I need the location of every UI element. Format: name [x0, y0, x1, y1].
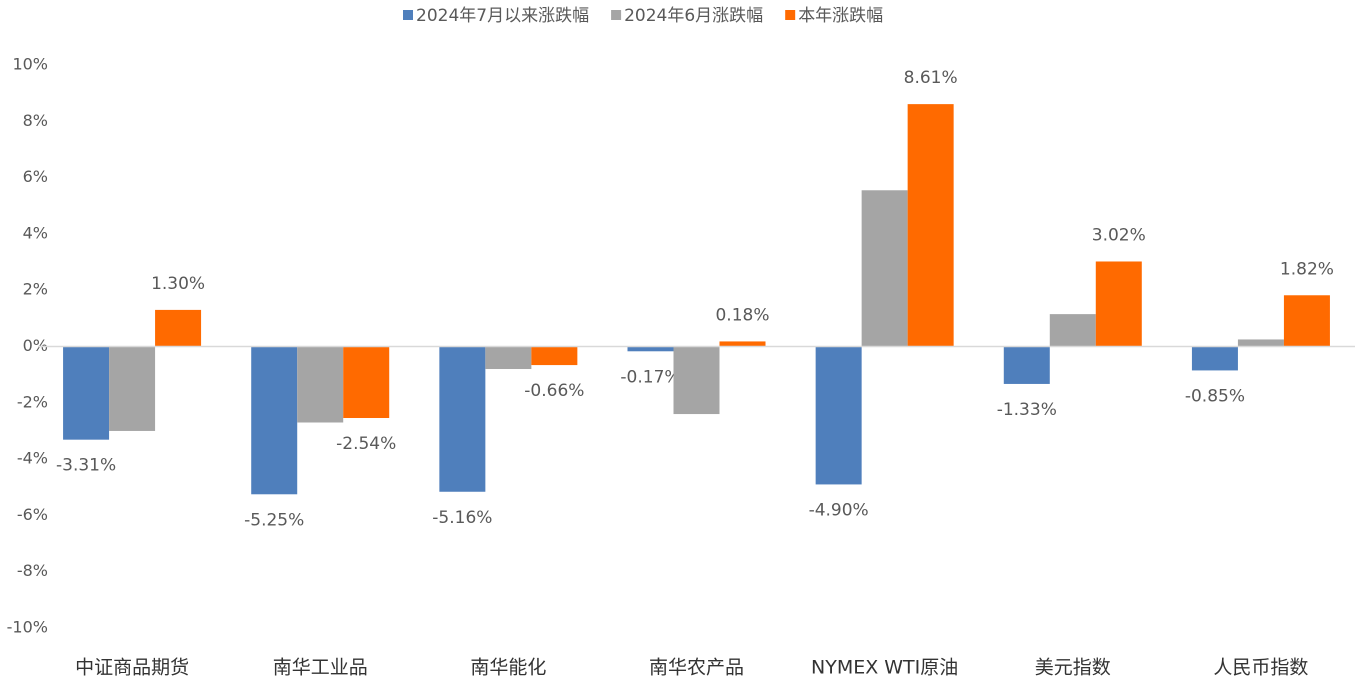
bar [297, 346, 344, 423]
bar [439, 346, 486, 492]
data-label: 3.02% [1092, 225, 1146, 245]
bar [1237, 339, 1284, 347]
x-tick-label: 南华农产品 [649, 657, 744, 679]
bar [109, 346, 156, 431]
data-label: -0.85% [1185, 386, 1245, 406]
y-tick-label: -4% [17, 449, 48, 468]
data-label: -3.31% [56, 456, 116, 476]
bar [485, 346, 532, 370]
bar [343, 346, 390, 419]
data-label: -5.16% [432, 508, 492, 528]
y-tick-label: 8% [23, 111, 48, 130]
x-tick-label: NYMEX WTI原油 [811, 657, 958, 679]
y-tick-label: 0% [23, 336, 48, 355]
data-label: 1.30% [151, 274, 205, 294]
legend-swatch [611, 10, 622, 20]
bar [815, 346, 862, 485]
x-tick-label: 人民币指数 [1213, 657, 1308, 679]
y-tick-label: -6% [17, 505, 48, 524]
bar [155, 309, 202, 347]
y-tick-label: 2% [23, 280, 48, 299]
y-tick-label: 4% [23, 223, 48, 242]
data-label: -1.33% [997, 400, 1057, 420]
x-tick-label: 中证商品期货 [75, 657, 189, 679]
y-tick-label: 10% [12, 55, 48, 74]
x-tick-label: 美元指数 [1035, 657, 1111, 679]
bar [63, 346, 110, 440]
bar [1003, 346, 1050, 384]
bar [1191, 346, 1238, 371]
y-tick-label: 6% [23, 167, 48, 186]
y-tick-label: -2% [17, 392, 48, 411]
bar [531, 346, 578, 366]
bar [673, 346, 720, 415]
bar [1049, 314, 1096, 347]
legend-label: 本年涨跌幅 [798, 6, 883, 26]
data-label: 8.61% [904, 68, 958, 88]
data-label: -0.66% [524, 381, 584, 401]
bar [1283, 295, 1330, 347]
bar [907, 104, 954, 347]
legend-label: 2024年6月涨跌幅 [624, 6, 763, 26]
data-label: 0.18% [715, 305, 769, 325]
bar [861, 190, 908, 347]
x-tick-label: 南华工业品 [273, 657, 368, 679]
data-label: -5.25% [244, 510, 304, 530]
data-label: -4.90% [809, 500, 869, 520]
data-label: -2.54% [336, 434, 396, 454]
bar [719, 341, 766, 347]
data-label: 1.82% [1280, 259, 1334, 279]
legend-swatch [785, 10, 796, 20]
data-label: -0.17% [620, 367, 680, 387]
y-tick-label: -10% [7, 618, 48, 637]
bar [251, 346, 298, 495]
bar [627, 346, 674, 352]
bar [1095, 261, 1142, 347]
x-tick-label: 南华能化 [470, 657, 546, 679]
legend-swatch [403, 10, 413, 20]
y-tick-label: -8% [17, 561, 48, 580]
legend-label: 2024年7月以来涨跌幅 [416, 6, 589, 26]
